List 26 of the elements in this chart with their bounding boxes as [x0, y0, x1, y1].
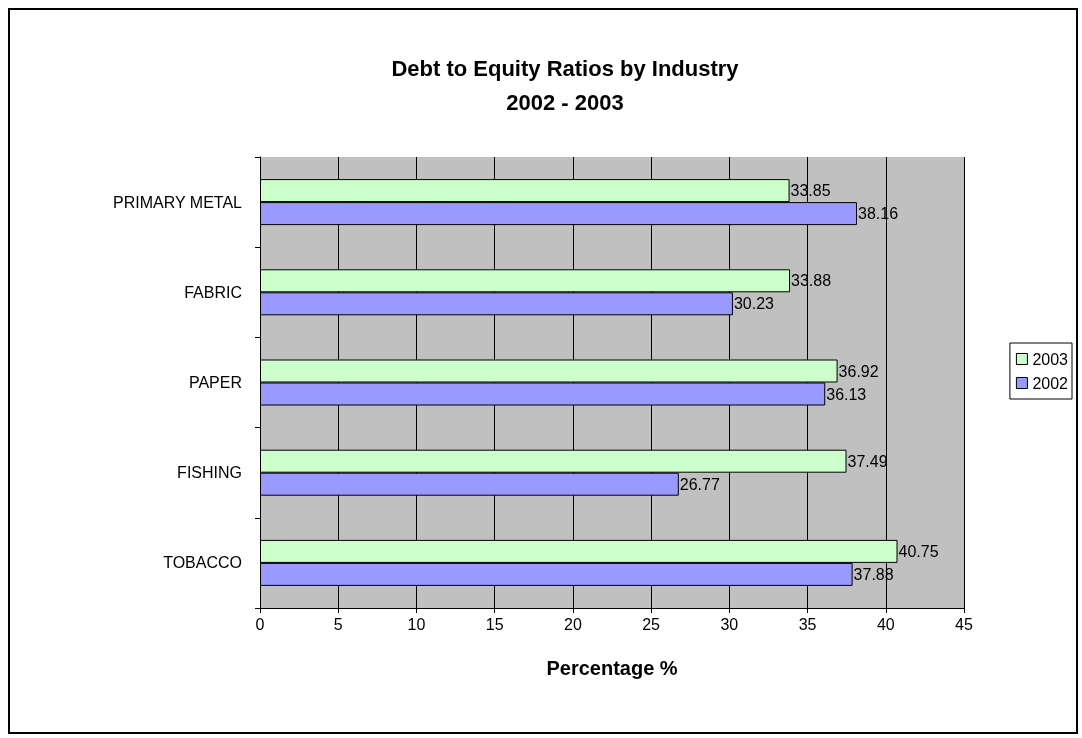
x-tick-label: 40: [876, 615, 895, 633]
chart-title: Debt to Equity Ratios by Industry: [391, 55, 740, 81]
x-tick-label: 45: [955, 615, 973, 633]
x-axis-title: Percentage %: [546, 657, 678, 679]
data-label: 26.77: [679, 475, 720, 493]
data-label: 30.23: [733, 295, 775, 313]
x-tick-label: 5: [333, 615, 343, 633]
data-label: 36.13: [826, 385, 867, 403]
x-tick-label: 35: [798, 615, 817, 633]
legend-label: 2002: [1032, 374, 1069, 392]
x-tick-label: 20: [563, 615, 582, 633]
data-label: 36.92: [838, 362, 879, 380]
x-tick-label: 30: [720, 615, 739, 633]
y-tick-label: PRIMARY METAL: [113, 193, 243, 211]
x-tick-label: 0: [255, 615, 265, 633]
data-label: 37.49: [847, 452, 888, 470]
x-tick-label: 10: [407, 615, 426, 633]
chart-subtitle: 2002 - 2003: [506, 89, 624, 115]
legend-label: 2003: [1032, 350, 1069, 368]
data-label: 40.75: [898, 542, 939, 560]
y-tick-label: PAPER: [188, 374, 242, 391]
y-tick-label: FABRIC: [184, 283, 242, 301]
x-tick-label: 15: [485, 615, 504, 633]
y-tick-label: TOBACCO: [163, 554, 242, 572]
y-tick-label: FISHING: [177, 464, 242, 482]
x-tick-label: 25: [642, 615, 661, 633]
